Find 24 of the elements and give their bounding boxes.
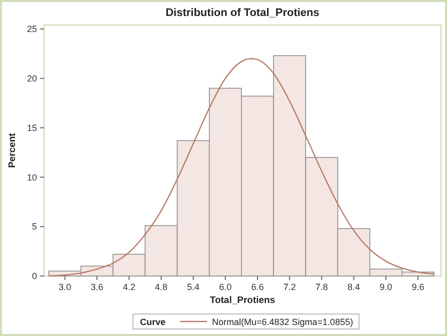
- legend-title: Curve: [140, 317, 166, 327]
- x-axis-title: Total_Protiens: [210, 295, 276, 306]
- y-tick-label: 20: [26, 74, 37, 84]
- x-tick-label: 6.0: [219, 282, 232, 292]
- x-tick-label: 7.8: [315, 282, 328, 292]
- x-tick-label: 4.8: [154, 282, 168, 292]
- x-tick-label: 8.4: [348, 282, 360, 292]
- legend-label: Normal(Mu=6.4832 Sigma=1.0855): [212, 317, 354, 327]
- x-tick-label: 7.2: [283, 282, 296, 292]
- x-tick-label: 5.4: [187, 282, 200, 292]
- x-tick-label: 9.0: [380, 282, 392, 292]
- x-tick-label: 4.2: [122, 282, 136, 292]
- y-tick-label: 0: [32, 271, 37, 282]
- y-tick-label: 25: [26, 24, 37, 34]
- x-tick-label: 9.6: [412, 282, 424, 292]
- y-tick-label: 10: [26, 172, 37, 182]
- y-axis-title: Percent: [7, 132, 18, 168]
- x-tick-label: 3.6: [90, 282, 104, 292]
- y-tick-label: 15: [26, 122, 37, 133]
- line-series: [48, 58, 435, 277]
- x-tick-label: 6.6: [251, 282, 264, 292]
- x-tick-label: 3.0: [58, 282, 72, 292]
- y-tick-label: 5: [32, 222, 37, 232]
- chart-title: Distribution of Total_Protiens: [166, 7, 320, 19]
